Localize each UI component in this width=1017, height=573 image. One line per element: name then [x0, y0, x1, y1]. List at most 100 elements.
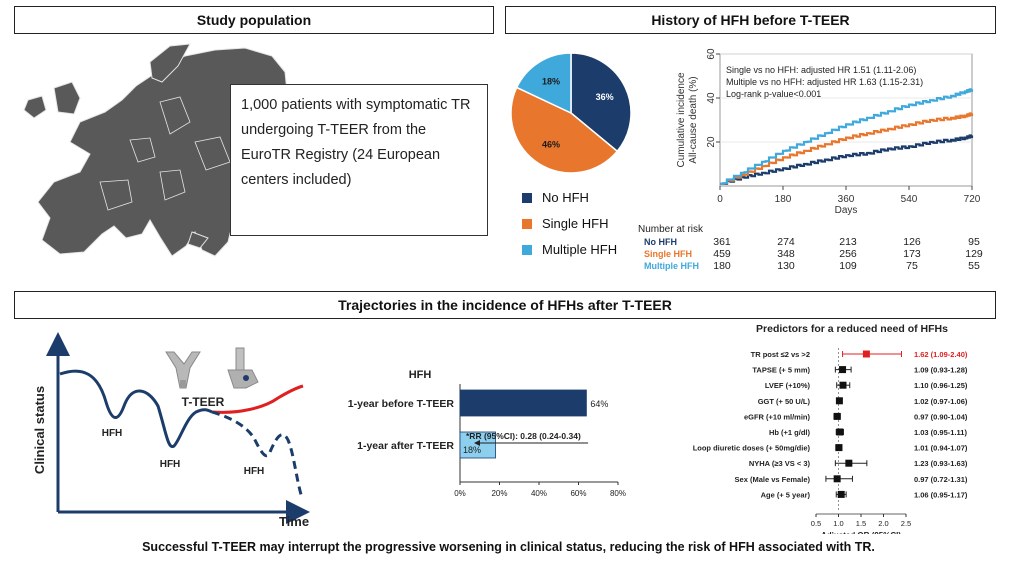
forest-row-label: Sex (Male vs Female)	[735, 475, 811, 484]
delivery-system-icon	[227, 347, 259, 389]
trajectory-xlabel: Time	[279, 514, 309, 529]
forest-point	[833, 475, 841, 483]
bar-value-label: 18%	[463, 445, 481, 455]
risk-cell: 130	[777, 260, 795, 272]
forest-xtick-label: 2.5	[901, 519, 911, 528]
risk-row-label: Single HFH	[644, 249, 692, 259]
trajectories-title: Trajectories in the incidence of HFHs af…	[338, 297, 672, 313]
forest-row-label: Age (+ 5 year)	[761, 490, 811, 499]
km-annotation: Single vs no HFH: adjusted HR 1.51 (1.11…	[726, 65, 916, 75]
risk-cell: 129	[965, 248, 983, 260]
risk-cell: 459	[713, 248, 731, 260]
footer-conclusion: Successful T-TEER may interrupt the prog…	[142, 540, 875, 554]
forest-or-text: 1.06 (0.95-1.17)	[914, 490, 968, 499]
rr-arrow-head	[474, 440, 480, 446]
risk-cell: 256	[839, 248, 857, 260]
bar-xtick-label: 20%	[491, 489, 507, 498]
pie-slice-label: 46%	[542, 139, 560, 149]
study-description-box: 1,000 patients with symptomatic TR under…	[230, 84, 488, 236]
forest-or-text: 1.10 (0.96-1.25)	[914, 381, 968, 390]
history-header	[505, 6, 996, 34]
legend-no-hfh: No HFH	[522, 190, 589, 205]
forest-point	[833, 412, 841, 420]
km-curve-no-hfh	[720, 134, 974, 185]
forest-point	[839, 366, 847, 374]
forest-or-text: 1.02 (0.97-1.06)	[914, 397, 968, 406]
pie-slice-multiple-hfh	[515, 52, 572, 115]
legend-single-hfh: Single HFH	[522, 216, 608, 231]
forest-point	[845, 459, 853, 467]
forest-or-text: 1.09 (0.93-1.28)	[914, 366, 968, 375]
forest-row-label: TR post ≤2 vs >2	[751, 350, 810, 359]
forest-xtick-label: 0.5	[811, 519, 821, 528]
risk-cell: 126	[903, 236, 921, 248]
forest-or-text: 0.97 (0.90-1.04)	[914, 412, 968, 421]
hfh-bar-chart: HFH 1-year before T-TEER 1-year after T-TE…	[348, 369, 626, 498]
forest-or-text: 1.62 (1.09-2.40)	[914, 350, 968, 359]
forest-row-label: LVEF (+10%)	[765, 381, 811, 390]
risk-row-label: No HFH	[644, 237, 677, 247]
history-title: History of HFH before T-TEER	[651, 12, 850, 28]
pie-slice-label: 36%	[596, 92, 614, 102]
km-curve-multiple-hfh	[720, 88, 974, 185]
risk-cell: 173	[903, 248, 921, 260]
km-ylabel-line1: Cumulative incidence	[676, 72, 687, 167]
km-xtick-label: 720	[964, 194, 981, 205]
km-ytick-label: 20	[706, 136, 717, 148]
forest-row-label: Hb (+1 g/dl)	[769, 428, 811, 437]
forest-plot: Predictors for a reduced need of HFHs TR …	[693, 323, 968, 534]
bar-xtick-label: 40%	[531, 489, 547, 498]
bar-category-label: 1-year before T-TEER	[348, 398, 455, 410]
trajectory-post-worsening	[211, 410, 304, 499]
legend-multiple-hfh: Multiple HFH	[522, 242, 617, 257]
forest-or-text: 1.03 (0.95-1.11)	[914, 428, 967, 437]
risk-cell: 213	[839, 236, 857, 248]
forest-title: Predictors for a reduced need of HFHs	[756, 323, 948, 335]
km-xtick-label: 180	[775, 194, 792, 205]
forest-point	[835, 444, 843, 452]
risk-row-label: Multiple HFH	[644, 261, 699, 271]
clip-device-icon	[165, 351, 201, 389]
trajectory-post-improved	[211, 384, 304, 414]
legend-label-single-hfh: Single HFH	[542, 216, 609, 231]
forest-point	[839, 381, 847, 389]
pie-slice-no-hfh	[570, 52, 632, 153]
pie-chart: 36% 46% 18%	[510, 52, 632, 174]
km-ylabel-line2: All-cause death (%)	[688, 76, 699, 163]
km-xlabel: Days	[835, 205, 858, 216]
forest-point	[835, 397, 843, 405]
km-chart: 20 40 60 0 180 360 540 720 Days Cumulative incide…	[638, 48, 983, 272]
hfh-label-3: HFH	[244, 466, 265, 477]
pie-slice-label: 18%	[542, 77, 560, 87]
trajectory-ylabel: Clinical status	[32, 386, 47, 474]
forest-or-text: 1.01 (0.94-1.07)	[914, 444, 968, 453]
study-population-title: Study population	[196, 12, 312, 28]
study-population-header	[14, 6, 494, 34]
study-description: 1,000 patients with symptomatic TR under…	[241, 97, 471, 188]
forest-or-text: 1.23 (0.93-1.63)	[914, 459, 968, 468]
trajectories-header	[14, 291, 996, 319]
risk-cell: 361	[713, 236, 731, 248]
trajectory-pre-curve	[59, 369, 213, 448]
hfh-label-2: HFH	[160, 459, 181, 470]
europe-map	[23, 43, 289, 257]
risk-table-title: Number at risk	[638, 224, 704, 235]
km-xtick-label: 0	[717, 194, 723, 205]
risk-cell: 348	[777, 248, 795, 260]
hfh-label-1: HFH	[102, 428, 123, 439]
legend-label-no-hfh: No HFH	[542, 190, 589, 205]
km-ytick-label: 40	[706, 92, 717, 104]
risk-cell: 95	[968, 236, 980, 248]
risk-cell: 55	[968, 260, 980, 272]
forest-row-label: GGT (+ 50 U/L)	[758, 397, 811, 406]
risk-cell: 180	[713, 260, 731, 272]
km-ytick-label: 60	[706, 48, 717, 60]
forest-or-text: 0.97 (0.72-1.31)	[914, 475, 968, 484]
forest-row-label: eGFR (+10 ml/min)	[744, 412, 811, 421]
t-teer-label: T-TEER	[182, 395, 225, 409]
bar-xtick-label: 0%	[454, 489, 466, 498]
forest-row-label: Loop diuretic doses (+ 50mg/die)	[693, 444, 811, 453]
legend-swatch-single-hfh	[522, 218, 532, 229]
forest-xtick-label: 1.5	[856, 519, 866, 528]
km-xtick-label: 360	[838, 194, 855, 205]
